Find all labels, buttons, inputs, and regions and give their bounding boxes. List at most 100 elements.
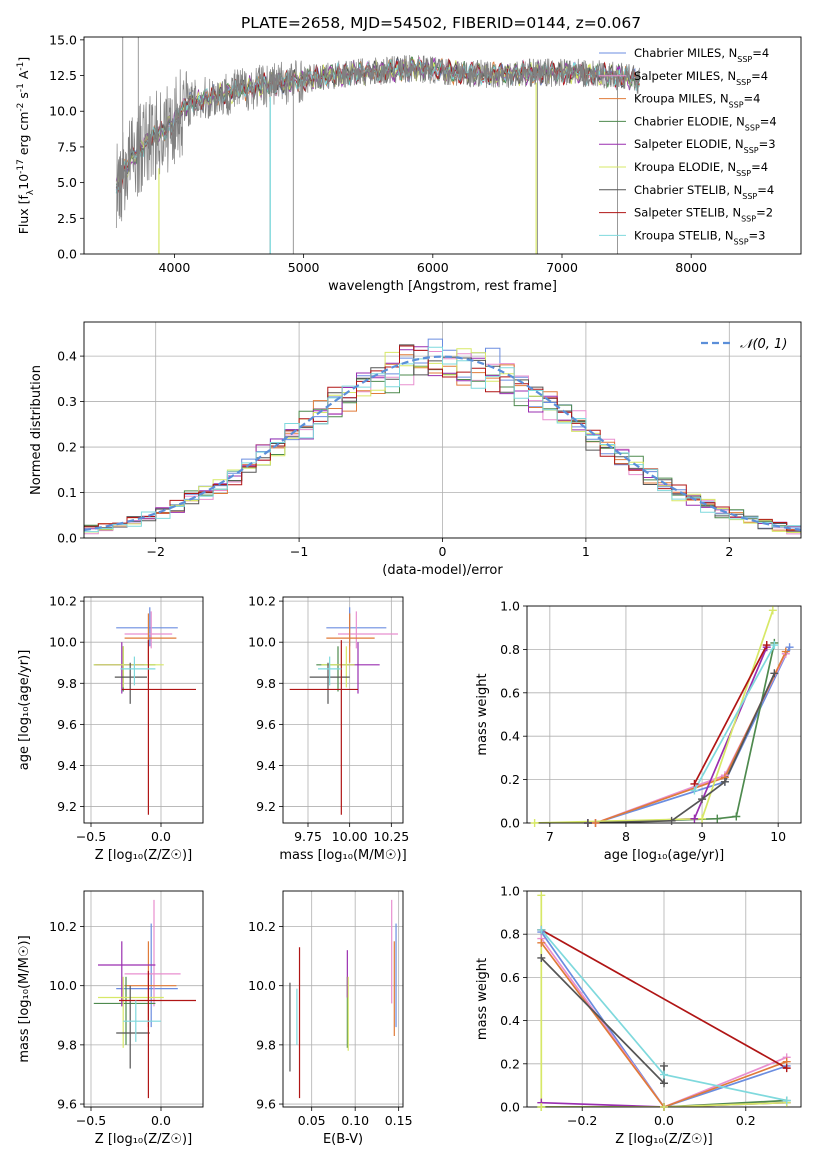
y-tick-label: 10.0 bbox=[248, 978, 276, 993]
x-tick-label: 10.00 bbox=[332, 829, 368, 844]
y-tick-label: 9.6 bbox=[256, 1097, 276, 1112]
series-line bbox=[540, 895, 787, 1107]
y-tick-label: 10.0 bbox=[49, 978, 77, 993]
x-tick-label: 10 bbox=[770, 829, 786, 844]
panel-residual_hist: −2 −1 0 1 2 0.0 0.1 0.2 0.3 0.4 (data-model)/error… bbox=[29, 321, 802, 578]
data-point-marker bbox=[537, 953, 546, 962]
y-tick-label: 0.0 bbox=[500, 816, 520, 831]
series-line bbox=[540, 942, 787, 1107]
y-tick-label: 1.0 bbox=[500, 884, 520, 899]
y-tick-label: 9.8 bbox=[256, 676, 276, 691]
x-tick-label: 2 bbox=[725, 544, 733, 559]
x-tick-label: −0.5 bbox=[76, 1113, 106, 1128]
histogram-step bbox=[84, 345, 801, 531]
x-tick-label: −2 bbox=[146, 544, 164, 559]
legend-suffix: =3 bbox=[749, 228, 766, 242]
y-tick-label: 0.6 bbox=[500, 685, 520, 700]
legend-entry: Salpeter ELODIE, NSSP=3 bbox=[634, 137, 776, 155]
y-tick-label: 9.4 bbox=[256, 758, 276, 773]
data-point-marker bbox=[660, 1070, 668, 1079]
data-point-marker bbox=[698, 795, 707, 804]
y-tick-label: 7.5 bbox=[57, 139, 77, 154]
x-axis-label: wavelength [Angstrom, rest frame] bbox=[328, 279, 557, 294]
y-tick-label: 10.2 bbox=[248, 919, 276, 934]
x-tick-label: 0.05 bbox=[298, 1113, 326, 1128]
data-point-marker bbox=[770, 641, 779, 650]
panel-massweight_vs_age: 7 8 9 10 0.0 0.2 0.4 0.6 0.8 1.0 age [log₁₀(age/yr… bbox=[475, 599, 802, 863]
y-tick-label: 0.8 bbox=[500, 642, 520, 657]
y-tick-label: 15.0 bbox=[49, 32, 77, 47]
data-point-marker bbox=[530, 819, 539, 827]
legend-suffix: =4 bbox=[757, 183, 774, 197]
legend-suffix: =4 bbox=[744, 92, 761, 106]
x-axis-label: age [log₁₀(age/yr)] bbox=[604, 848, 725, 863]
plot-area bbox=[283, 891, 403, 1107]
legend-sub: SSP bbox=[737, 55, 752, 64]
data-point-marker bbox=[537, 1103, 546, 1111]
x-axis-label: Z [log₁₀(Z/Z☉)] bbox=[95, 1132, 192, 1147]
legend-text: Salpeter STELIB, N bbox=[634, 206, 741, 220]
y-axis-label-part: A bbox=[16, 70, 31, 83]
y-axis-label-part: -2 bbox=[16, 103, 26, 112]
legend-entry: 𝒩(0, 1) bbox=[740, 337, 787, 352]
y-axis-label: Normed distribution bbox=[29, 365, 44, 495]
y-axis-label: Flux [fλ10-17 erg cm-2 s-1 A-1] bbox=[16, 57, 36, 235]
x-tick-label: −1 bbox=[290, 544, 308, 559]
y-tick-label: 10.0 bbox=[248, 635, 276, 650]
y-tick-label: 12.5 bbox=[49, 68, 77, 83]
panel-mass_vs_ebv: 0.05 0.10 0.15 9.6 9.8 10.0 10.2 E(B-V) bbox=[248, 890, 413, 1147]
legend-entry: Chabrier ELODIE, NSSP=4 bbox=[634, 114, 777, 131]
legend-text: Salpeter MILES, N bbox=[634, 69, 736, 83]
legend-text: Kroupa ELODIE, N bbox=[634, 160, 736, 174]
legend-entry: Kroupa MILES, NSSP=4 bbox=[634, 92, 760, 110]
series-line bbox=[540, 937, 788, 1107]
y-axis-label-part: -1 bbox=[16, 83, 26, 92]
x-tick-label: 0.10 bbox=[341, 1113, 369, 1128]
series-line bbox=[595, 653, 787, 823]
y-axis-label: mass [log₁₀(M/M☉)] bbox=[17, 935, 32, 1062]
y-axis-label-part: -1 bbox=[16, 62, 26, 71]
legend-sub: SSP bbox=[742, 191, 757, 200]
axes-frame bbox=[83, 321, 802, 539]
y-tick-label: 0.0 bbox=[500, 1100, 520, 1115]
y-tick-label: 0.2 bbox=[500, 1056, 520, 1071]
series-line bbox=[540, 929, 788, 1069]
y-axis-label: mass weight bbox=[475, 673, 490, 755]
x-axis-label: mass [log₁₀(M/M☉)] bbox=[279, 848, 406, 863]
y-tick-label: 9.6 bbox=[57, 717, 77, 732]
series-line bbox=[595, 646, 791, 823]
y-axis-label-part: -17 bbox=[16, 159, 26, 174]
data-point-marker bbox=[732, 812, 741, 821]
plot-area bbox=[115, 37, 640, 254]
y-axis-label-part: ] bbox=[16, 57, 31, 62]
x-tick-label: 1 bbox=[582, 544, 590, 559]
y-tick-label: 10.0 bbox=[49, 635, 77, 650]
legend-entry: Salpeter MILES, NSSP=4 bbox=[634, 69, 768, 87]
legend-entry: Salpeter STELIB, NSSP=2 bbox=[634, 206, 773, 224]
series-line bbox=[534, 610, 774, 823]
x-tick-label: 0.0 bbox=[151, 1113, 171, 1128]
x-tick-label: 6000 bbox=[417, 260, 449, 275]
y-tick-label: 10.2 bbox=[49, 594, 77, 609]
legend-sub: SSP bbox=[736, 77, 751, 86]
legend-sub: SSP bbox=[734, 237, 749, 246]
x-tick-label: −0.5 bbox=[76, 829, 106, 844]
y-tick-label: 0.0 bbox=[57, 247, 77, 262]
y-tick-label: 9.8 bbox=[57, 1037, 77, 1052]
x-tick-label: 0 bbox=[439, 544, 447, 559]
data-point-marker bbox=[660, 1079, 668, 1088]
data-point-marker bbox=[762, 641, 771, 650]
legend-suffix: =4 bbox=[751, 69, 768, 83]
legend-text: Chabrier STELIB, N bbox=[634, 183, 742, 197]
x-tick-label: 8000 bbox=[675, 260, 707, 275]
panel-age_vs_mass: 9.75 10.00 10.25 9.2 9.4 9.6 9.8 10.0 10.2 mass [… bbox=[248, 594, 409, 863]
x-tick-label: 0.15 bbox=[385, 1113, 413, 1128]
y-tick-label: 9.2 bbox=[57, 799, 77, 814]
legend-entry: Kroupa ELODIE, NSSP=4 bbox=[634, 160, 768, 178]
legend-suffix: =4 bbox=[760, 114, 777, 128]
y-axis-label-part: s bbox=[16, 92, 31, 103]
x-tick-label: 0.0 bbox=[654, 1113, 674, 1128]
legend-sub: SSP bbox=[736, 169, 751, 178]
x-tick-label: 0.2 bbox=[736, 1113, 756, 1128]
y-tick-label: 0.2 bbox=[500, 772, 520, 787]
